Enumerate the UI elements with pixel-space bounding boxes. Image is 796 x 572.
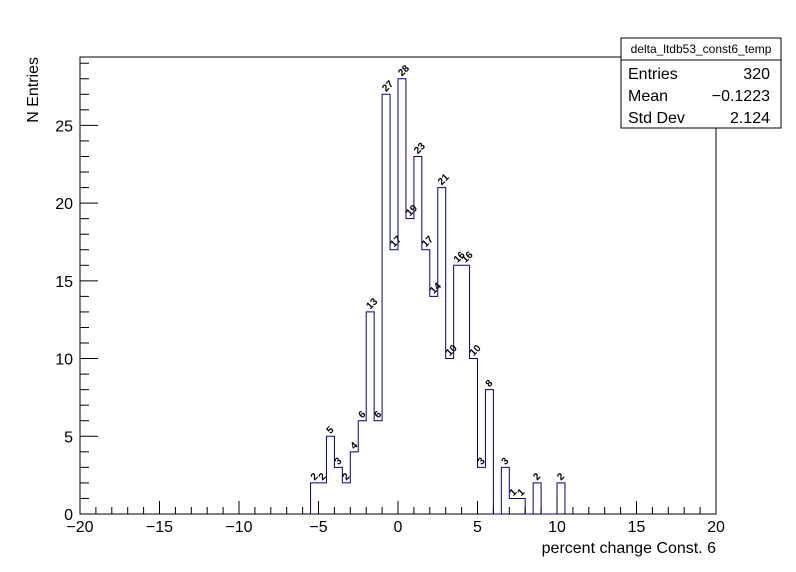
- x-tick-label: −15: [146, 519, 173, 536]
- bin-value-label: 3: [500, 455, 512, 467]
- stats-box: delta_ltdb53_const6_temp Entries 320 Mea…: [620, 37, 782, 129]
- y-axis-title: N Entries: [25, 57, 42, 123]
- bin-value-label: 1: [516, 487, 528, 499]
- y-tick-label: 15: [55, 274, 73, 291]
- stats-box-title: delta_ltdb53_const6_temp: [631, 42, 772, 56]
- x-axis-title: percent change Const. 6: [542, 540, 716, 557]
- histogram-bin: [406, 219, 414, 514]
- y-tick-label: 0: [64, 507, 73, 524]
- histogram-bin: [470, 359, 478, 514]
- histogram-bin: [533, 483, 541, 514]
- y-tick-label: 20: [55, 196, 73, 213]
- bin-value-label: 23: [412, 141, 428, 157]
- histogram-bin: [398, 79, 406, 514]
- x-tick-label: 20: [707, 519, 725, 536]
- histogram-bin: [509, 498, 517, 514]
- y-tick-label: 5: [64, 429, 73, 446]
- bin-value-label: 4: [349, 440, 361, 452]
- bin-value-label: 10: [444, 343, 460, 359]
- histogram-outline: [310, 78, 566, 515]
- histogram-bin: [326, 436, 334, 514]
- histogram-bin: [454, 265, 462, 514]
- histogram-bin: [358, 421, 366, 514]
- bin-value-label: 13: [365, 296, 381, 312]
- bin-value-label: 28: [396, 63, 412, 79]
- x-tick-label: 10: [548, 519, 566, 536]
- bin-value-label: 17: [388, 234, 404, 250]
- bin-value-label: 5: [325, 424, 337, 436]
- bin-value-label: 10: [468, 343, 484, 359]
- bin-value-label: 8: [484, 378, 496, 390]
- histogram-bin: [478, 467, 486, 514]
- bin-value-label: 2: [317, 471, 329, 483]
- x-tick-label: −5: [309, 519, 327, 536]
- histogram-bin: [319, 483, 327, 514]
- histogram-bin: [311, 483, 319, 514]
- bin-value-label: 17: [420, 234, 436, 250]
- histogram-bin: [382, 94, 390, 514]
- histogram-bin: [342, 483, 350, 514]
- y-tick-label: 25: [55, 118, 73, 135]
- x-tick-label: 0: [394, 519, 403, 536]
- histogram-bin: [462, 265, 470, 514]
- x-tick-label: −10: [225, 519, 252, 536]
- histogram-bin: [374, 421, 382, 514]
- stats-stddev-label: Std Dev: [628, 110, 685, 127]
- histogram-bin: [485, 390, 493, 514]
- bin-value-label: 6: [357, 409, 369, 421]
- histogram-bin: [430, 296, 438, 514]
- bin-value-label: 21: [436, 172, 452, 188]
- bin-value-label: 2: [555, 471, 567, 483]
- histogram-bin: [557, 483, 565, 514]
- x-tick-label: 5: [473, 519, 482, 536]
- histogram-bin: [446, 359, 454, 514]
- histogram-bin: [390, 250, 398, 514]
- bin-value-label: 14: [428, 281, 444, 297]
- x-tick-label: −20: [66, 519, 93, 536]
- histogram-bars: [310, 78, 566, 515]
- stats-box-frame: [620, 37, 782, 129]
- stats-mean-value: −0.1223: [712, 88, 770, 105]
- stats-entries-label: Entries: [628, 66, 678, 83]
- histogram-bin: [350, 452, 358, 514]
- y-axis: 0 5 10 15 20 25: [55, 62, 98, 524]
- bin-value-label: 27: [380, 78, 396, 94]
- x-axis: −20 −15 −10 −5 0 5 10 15 20: [66, 501, 725, 536]
- stats-entries-value: 320: [743, 66, 770, 83]
- bin-value-label: 2: [531, 471, 543, 483]
- stats-mean-label: Mean: [628, 88, 668, 105]
- stats-stddev-value: 2.124: [730, 110, 770, 127]
- bin-value-label: 16: [460, 249, 476, 265]
- y-tick-label: 10: [55, 352, 73, 369]
- bin-value-label: 19: [404, 203, 420, 219]
- x-tick-label: 15: [628, 519, 646, 536]
- histogram-bin: [517, 498, 525, 514]
